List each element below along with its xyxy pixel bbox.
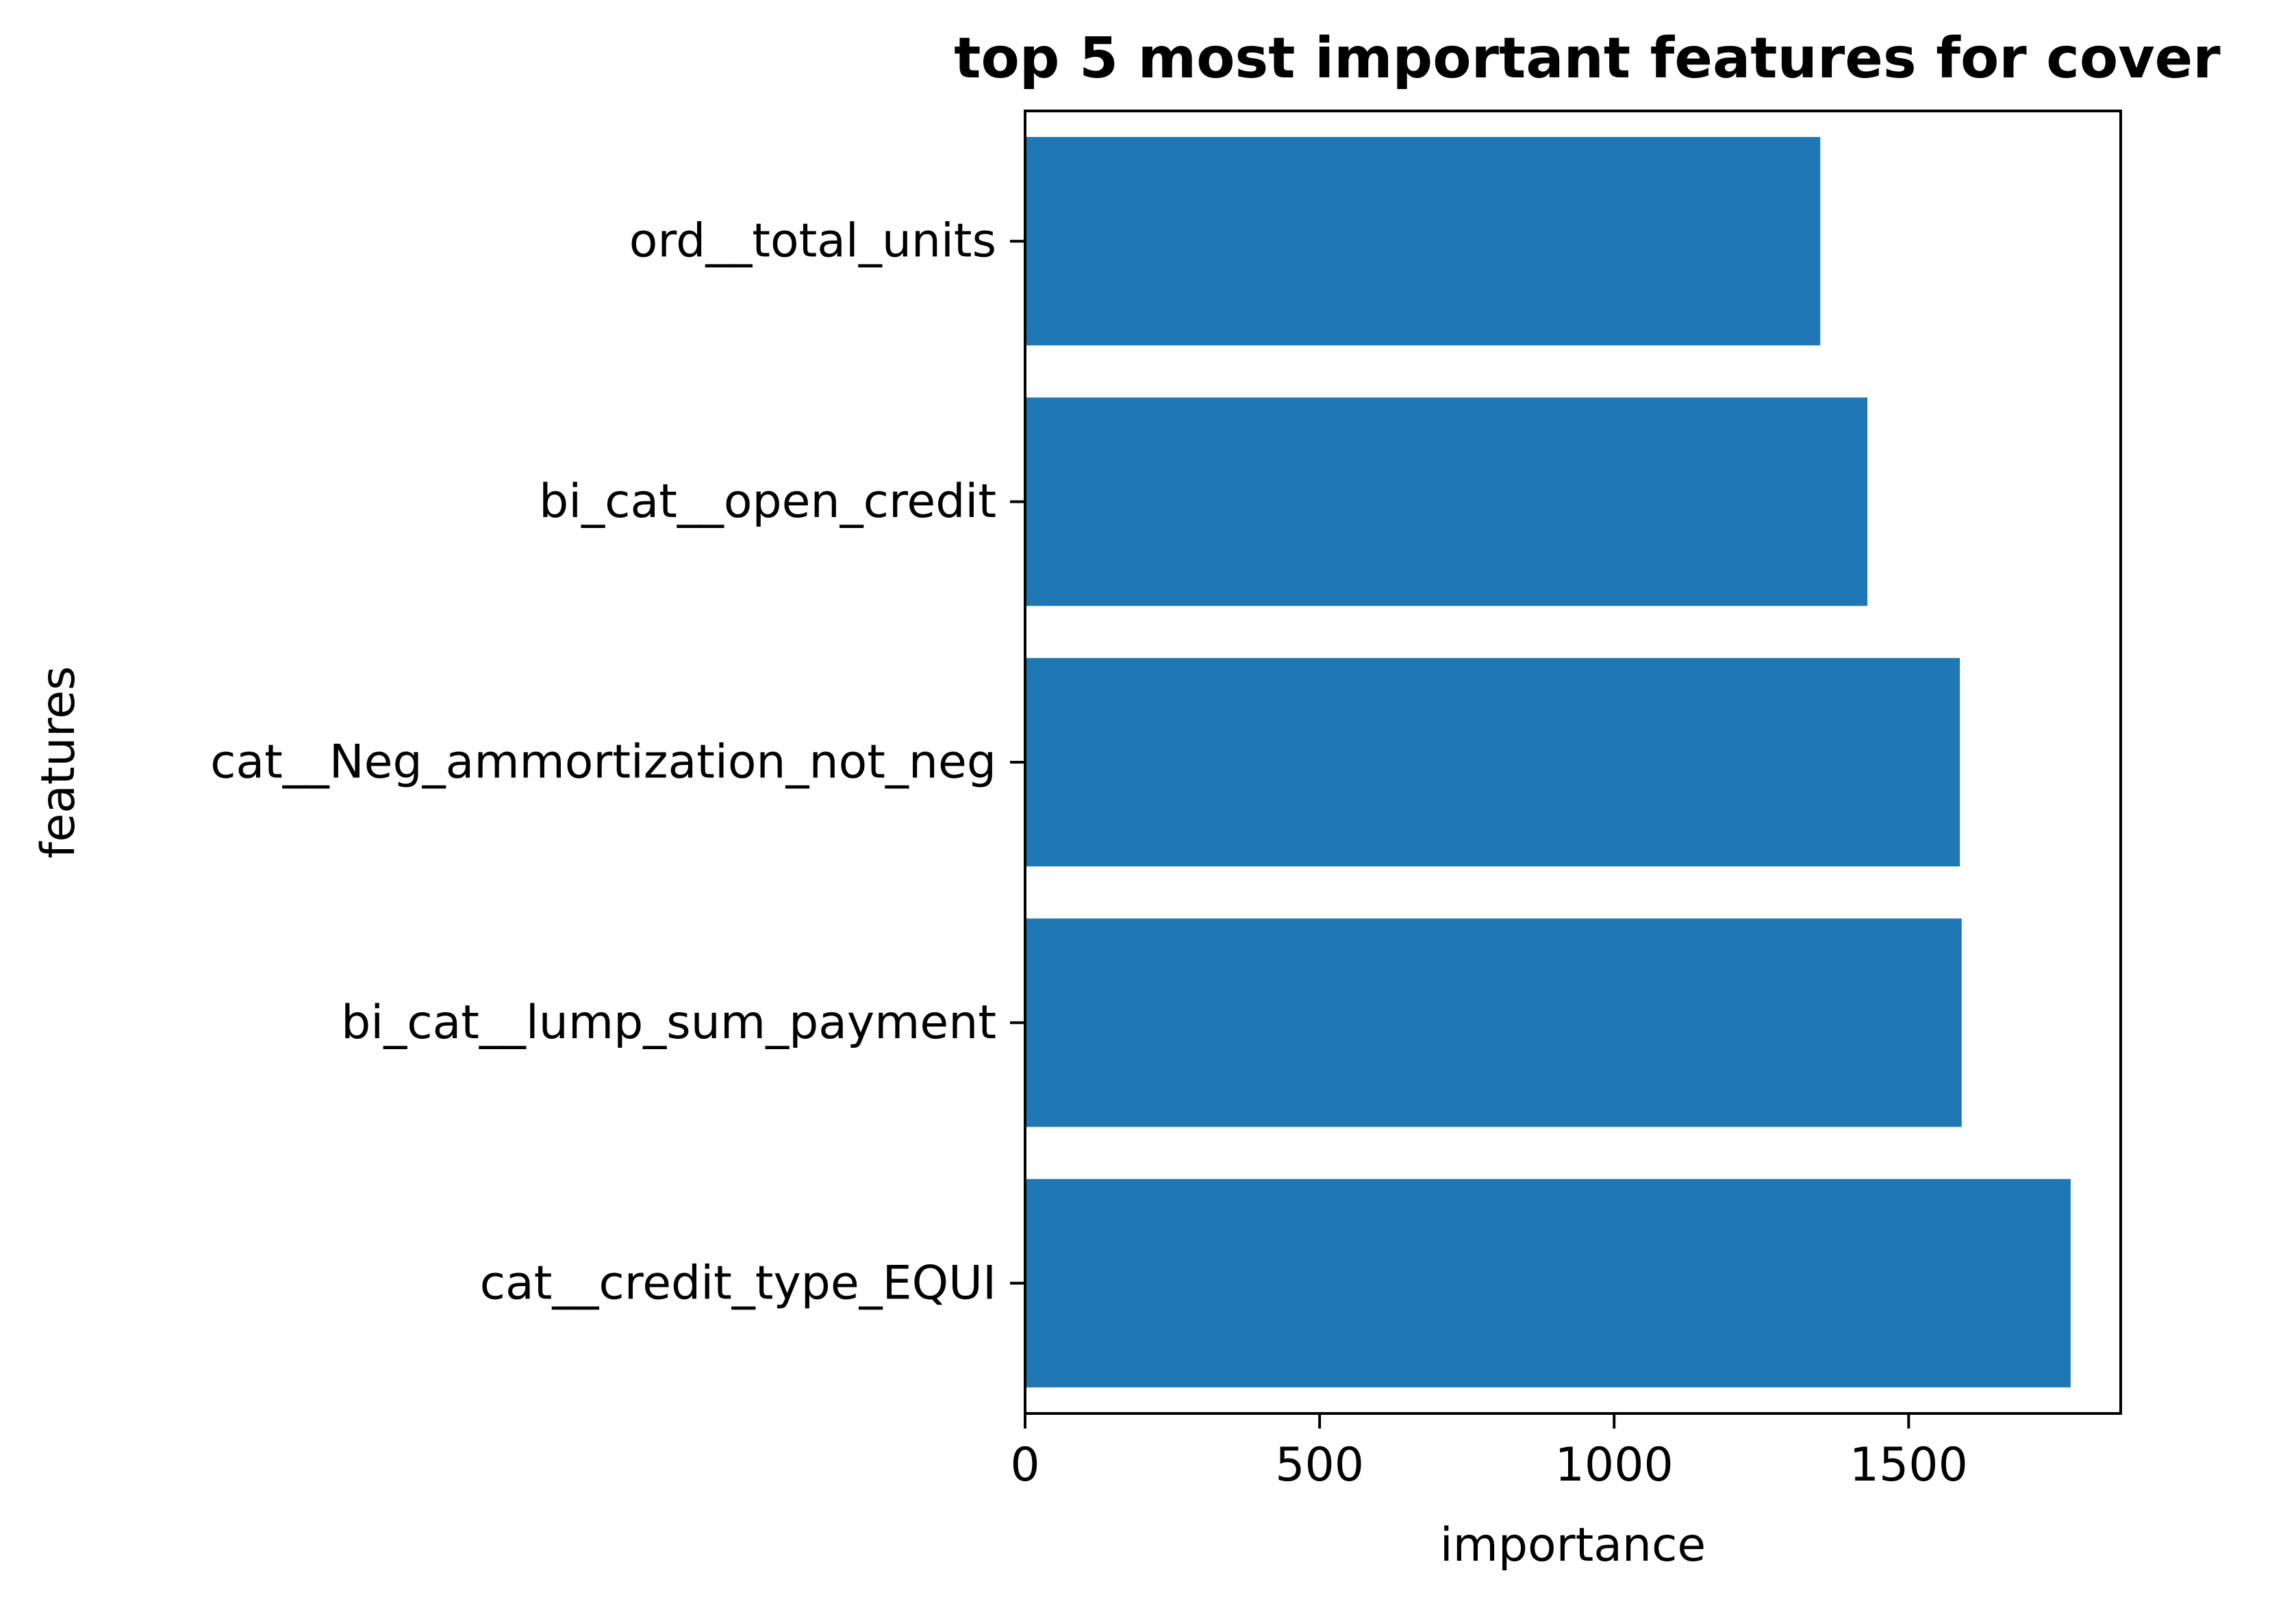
bars-layer (1025, 137, 2071, 1387)
x-tick-label: 500 (1275, 1438, 1364, 1492)
plot-frame (1024, 110, 2122, 1415)
bar (1025, 1179, 2071, 1387)
chart-title: top 5 most important features for cover (954, 26, 2221, 91)
bar (1025, 918, 1962, 1127)
x-tick-label: 0 (1010, 1438, 1039, 1492)
y-tick-label: bi_cat__lump_sum_payment (341, 996, 996, 1050)
y-tick-label: bi_cat__open_credit (539, 475, 996, 529)
y-tick-label: cat__credit_type_EQUI (480, 1256, 996, 1310)
x-axis-label: importance (1440, 1518, 1706, 1572)
bar (1025, 397, 1868, 606)
y-tick-label: cat__Neg_ammortization_not_neg (210, 735, 996, 790)
y-axis-label: features (31, 666, 86, 859)
y-axis-ticks: ord__total_units bi_cat__open_credit cat__… (210, 214, 1025, 1310)
x-tick-label: 1500 (1850, 1438, 1968, 1492)
bar (1025, 137, 1821, 346)
x-tick-label: 1000 (1555, 1438, 1674, 1492)
y-tick-label: ord__total_units (629, 214, 996, 268)
x-axis-ticks: 0 500 1000 1500 (1010, 1413, 1968, 1492)
bar (1025, 657, 1960, 867)
